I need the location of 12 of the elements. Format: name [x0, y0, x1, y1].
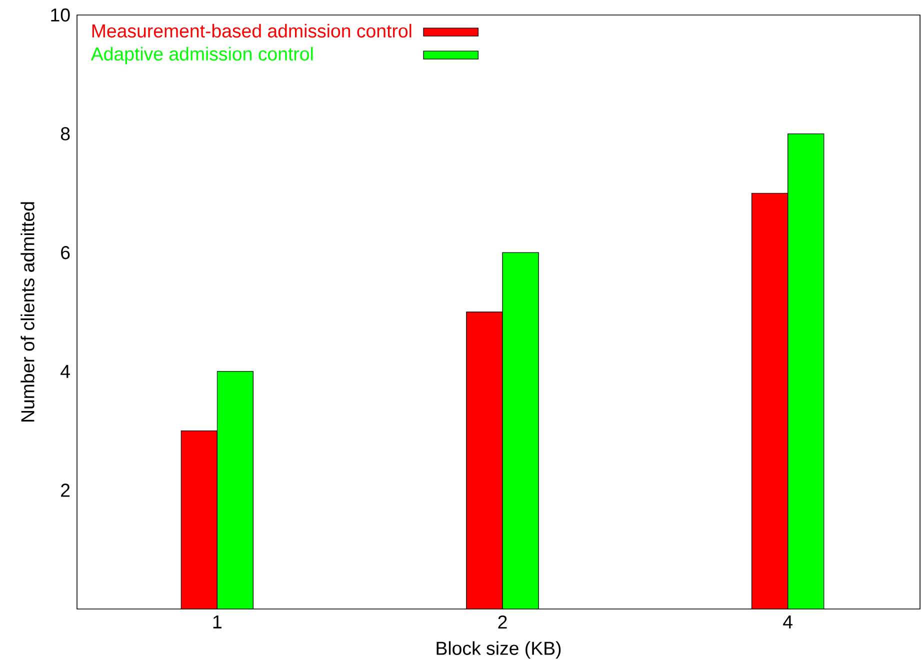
y-axis-title: Number of clients admitted: [20, 202, 34, 422]
x-tick-label: 1: [213, 615, 222, 628]
y-tick-label: 4: [60, 364, 70, 378]
y-tick-label: 2: [61, 484, 70, 497]
y-tick-label: 10: [51, 8, 70, 22]
y-tick-label: 8: [60, 127, 70, 140]
y-tick-label: 6: [61, 246, 70, 260]
x-tick-label: 2: [498, 615, 507, 629]
legend-label: Measurement-based admission control: [92, 24, 412, 38]
x-tick-label: 4: [783, 615, 792, 628]
x-axis-title: Block size (KB): [436, 641, 561, 659]
text: Adaptive admission control: [90, 46, 313, 64]
